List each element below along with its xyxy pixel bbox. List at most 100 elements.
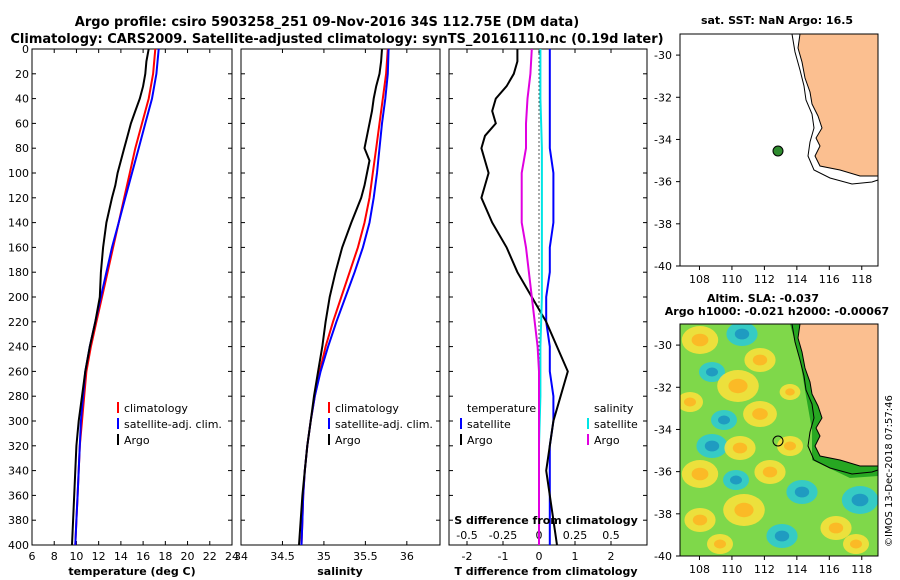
legend-argo-label: Argo	[124, 434, 150, 447]
depth-tick-label: 180	[8, 266, 29, 279]
difference-legend: temperature satellite Argo salinity sate…	[460, 402, 638, 447]
sla-anomaly-core	[714, 539, 726, 549]
sla-anomaly-core	[785, 388, 795, 396]
australia-land	[797, 33, 879, 177]
depth-tick-label: 280	[8, 390, 29, 403]
sla-anomaly-core	[691, 467, 709, 481]
x2-tick-label: -0.5	[456, 529, 477, 542]
x2-tick-label: -0.25	[489, 529, 517, 542]
temperature-plot-frame	[31, 48, 233, 546]
x-tick-label: 1	[572, 550, 579, 563]
sst-map-title: sat. SST: NaN Argo: 16.5	[701, 14, 853, 27]
lon-tick-label: 112	[754, 563, 775, 576]
legend-argo-label: Argo	[335, 434, 361, 447]
sla-map-ticks: -30 -32 -34 -36 -38 -40 108 110 112 114 116 118	[654, 339, 872, 576]
lon-tick-label: 112	[754, 273, 775, 286]
depth-tick-label: 220	[8, 316, 29, 329]
x-tick-label: 10	[69, 550, 83, 563]
depth-tick-label: 40	[15, 93, 29, 106]
sla-anomaly-core	[850, 539, 862, 549]
sla-anomaly-core	[774, 530, 790, 542]
legend-satellite-label: satellite-adj. clim.	[124, 418, 222, 431]
sla-anomaly-core	[762, 466, 778, 478]
sla-field	[680, 324, 878, 556]
lat-tick-label: -30	[654, 49, 672, 62]
x-tick-label: 36	[400, 550, 414, 563]
argo-float-marker	[772, 435, 784, 447]
difference-plot-frame	[448, 48, 648, 546]
lat-tick-label: -32	[654, 91, 672, 104]
x-tick-label: 34.5	[270, 550, 295, 563]
x-tick-label: 22	[203, 550, 217, 563]
depth-tick-label: 80	[15, 142, 29, 155]
sst-map: -30 -32 -34 -36 -38 -40 108 110 112 114 116 118	[654, 33, 879, 286]
series-line-argo	[71, 48, 150, 546]
depth-tick-label: 100	[8, 167, 29, 180]
x-tick-label: -1	[498, 550, 509, 563]
salinity-legend: climatology satellite-adj. clim. Argo	[328, 402, 433, 447]
legend-satellite-label: satellite-adj. clim.	[335, 418, 433, 431]
x-tick-label: 14	[114, 550, 128, 563]
sla-anomaly-core	[706, 367, 718, 377]
x-tick-label: 24	[225, 550, 239, 563]
lon-tick-label: 116	[819, 273, 840, 286]
lat-tick-label: -40	[654, 260, 672, 273]
lon-tick-label: 110	[721, 563, 742, 576]
lat-tick-label: -32	[654, 381, 672, 394]
x-tick-label: 16	[136, 550, 150, 563]
depth-axis-ticks: 0 20 40 60 80 100 120 140 160 180 200 220 240 260 280 3…	[8, 43, 647, 552]
x-tick-label: 12	[92, 550, 106, 563]
depth-tick-label: 300	[8, 415, 29, 428]
lon-tick-label: 118	[851, 273, 872, 286]
lon-tick-label: 114	[786, 563, 807, 576]
lat-tick-label: -38	[654, 218, 672, 231]
legend-s-satellite-label: satellite	[594, 418, 638, 431]
x-tick-label: 6	[29, 550, 36, 563]
depth-tick-label: 60	[15, 117, 29, 130]
series-line-argo	[298, 48, 383, 546]
depth-tick-label: 260	[8, 365, 29, 378]
sla-anomaly-core	[718, 415, 730, 425]
s-difference-axis-label: S difference from climatology	[454, 514, 638, 527]
lat-tick-label: -36	[654, 176, 672, 189]
sst-map-ticks: -30 -32 -34 -36 -38 -40 108 110 112 114 116 118	[654, 49, 872, 286]
sla-anomaly-core	[752, 408, 768, 420]
t-difference-axis-label: T difference from climatology	[454, 565, 637, 578]
argo-float-marker	[772, 145, 784, 157]
depth-tick-label: 140	[8, 217, 29, 230]
sla-map-title-2: Argo h1000: -0.021 h2000: -0.00067	[665, 305, 889, 318]
x-tick-label: 8	[51, 550, 58, 563]
australia-land	[797, 324, 878, 467]
legend-salinity-heading: salinity	[594, 402, 634, 415]
lon-tick-label: 114	[786, 273, 807, 286]
sla-anomaly-core	[692, 514, 708, 526]
x-tick-label: 35.5	[353, 550, 378, 563]
sla-map-frame	[679, 323, 879, 557]
difference-plot: -2 -1 0 1 2-0.5 -0.25 0 0.25 0.5	[456, 48, 620, 563]
lon-tick-label: 118	[851, 563, 872, 576]
temperature-axis-label: temperature (deg C)	[68, 565, 195, 578]
sla-anomaly-core	[728, 378, 748, 394]
legend-temperature-heading: temperature	[467, 402, 536, 415]
depth-tick-label: 120	[8, 192, 29, 205]
title-line-1: Argo profile: csiro 5903258_251 09-Nov-2…	[75, 15, 579, 30]
lat-tick-label: -30	[654, 339, 672, 352]
x-tick-label: 34	[234, 550, 248, 563]
sla-anomaly-core	[851, 493, 869, 507]
depth-tick-label: 0	[22, 43, 29, 56]
series-line-temperature-satellite	[545, 49, 555, 545]
legend-s-argo-label: Argo	[594, 434, 620, 447]
depth-tick-label: 320	[8, 440, 29, 453]
salinity-plot: 34 34.5 35 35.5 36	[234, 48, 414, 563]
x-tick-label: 0	[536, 550, 543, 563]
lon-tick-label: 108	[689, 563, 710, 576]
bathymetry-contour	[791, 324, 878, 475]
lat-tick-label: -40	[654, 550, 672, 563]
sla-anomaly-core	[691, 333, 709, 347]
sla-anomaly-core	[732, 442, 748, 454]
legend-climatology-label: climatology	[124, 402, 188, 415]
depth-tick-label: 340	[8, 465, 29, 478]
lat-tick-label: -36	[654, 466, 672, 479]
depth-tick-label: 200	[8, 291, 29, 304]
x-tick-label: 20	[181, 550, 195, 563]
